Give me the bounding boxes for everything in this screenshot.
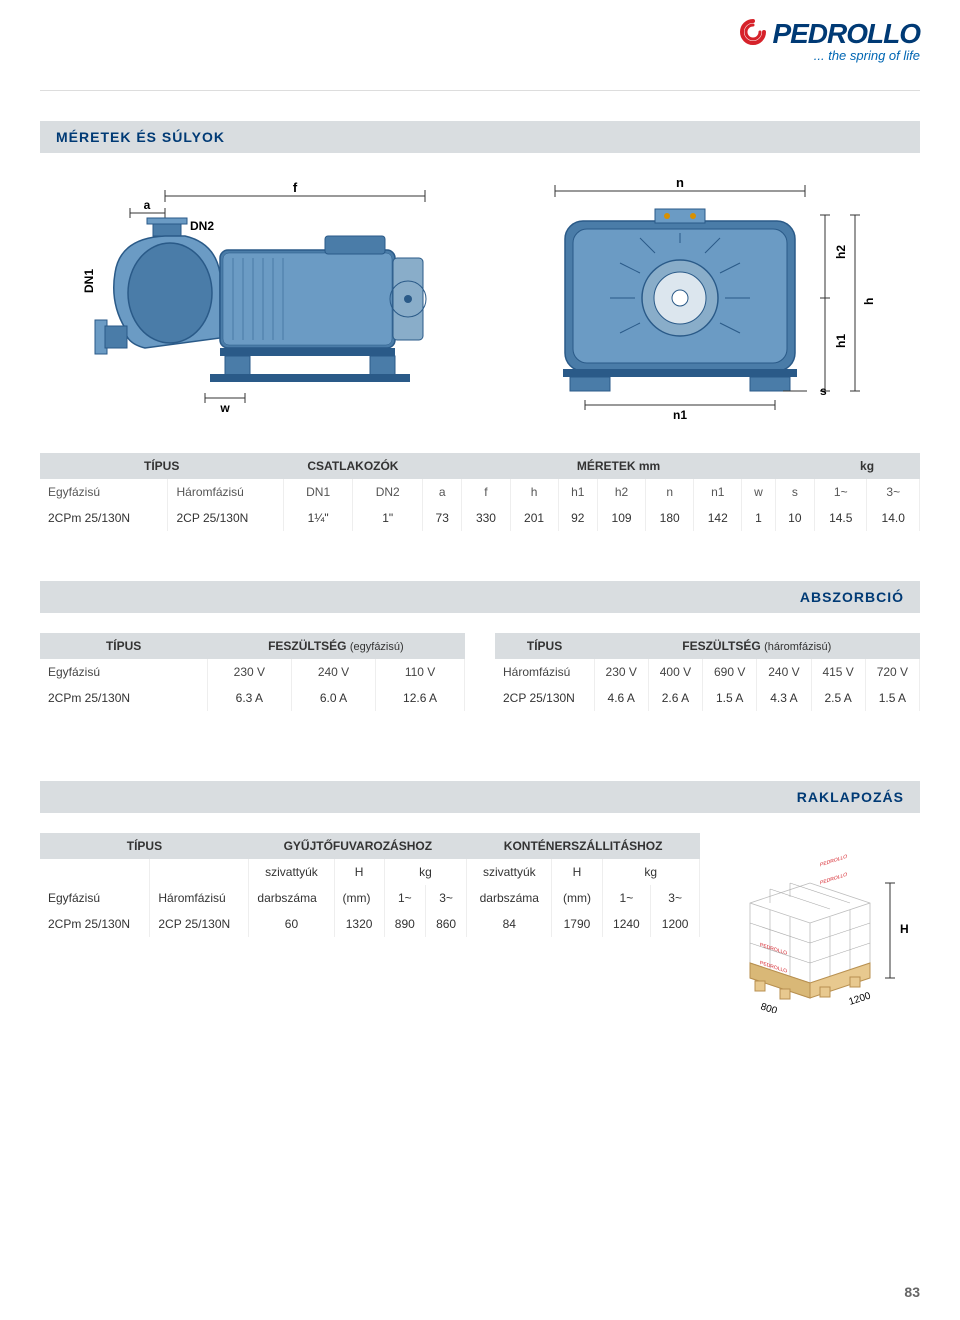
dimensions-table: TÍPUS CSATLAKOZÓK MÉRETEK mm kg Egyfázis… [40,453,920,531]
svg-text:1200: 1200 [848,990,873,1007]
svg-text:DN1: DN1 [82,269,96,293]
absorption-tables: TÍPUS FESZÜLTSÉG (egyfázisú) Egyfázisú23… [40,633,920,711]
svg-text:w: w [219,401,230,415]
svg-text:s: s [820,384,827,398]
section-title-abs: ABSZORBCIÓ [40,581,920,613]
pallet-diagram: PEDROLLO PEDROLLO PEDROLLO PEDROLLO 800 … [720,833,920,1016]
svg-text:800: 800 [759,1001,779,1013]
svg-text:h1: h1 [834,334,848,348]
section-title-dims: MÉRETEK ÉS SÚLYOK [40,121,920,153]
svg-text:h: h [862,298,876,305]
brand-logo: PEDROLLO ... the spring of life [738,18,920,63]
svg-text:n1: n1 [673,408,687,422]
svg-text:PEDROLLO: PEDROLLO [820,854,847,869]
svg-text:DN2: DN2 [190,219,214,233]
palletizing-table: TÍPUS GYŰJTŐFUVAROZÁSHOZ KONTÉNERSZÁLLIT… [40,833,700,937]
pump-side-view: f a DN2 DN1 [75,178,455,418]
absorption-table-single: TÍPUS FESZÜLTSÉG (egyfázisú) Egyfázisú23… [40,633,465,711]
brand-name: PEDROLLO [772,18,920,49]
svg-text:a: a [144,198,151,212]
dimension-diagrams: f a DN2 DN1 [40,173,920,423]
svg-text:h2: h2 [834,245,848,259]
pump-front-view: n [525,173,885,423]
absorption-table-three: TÍPUS FESZÜLTSÉG (háromfázisú) Háromfázi… [495,633,920,711]
section-title-rakla: RAKLAPOZÁS [40,781,920,813]
page-number: 83 [904,1284,920,1300]
svg-text:f: f [293,180,298,195]
header-separator [40,90,920,91]
svg-text:H: H [900,922,909,936]
svg-text:PEDROLLO: PEDROLLO [820,872,847,887]
logo-swirl-icon [738,19,768,52]
svg-text:n: n [676,175,684,190]
